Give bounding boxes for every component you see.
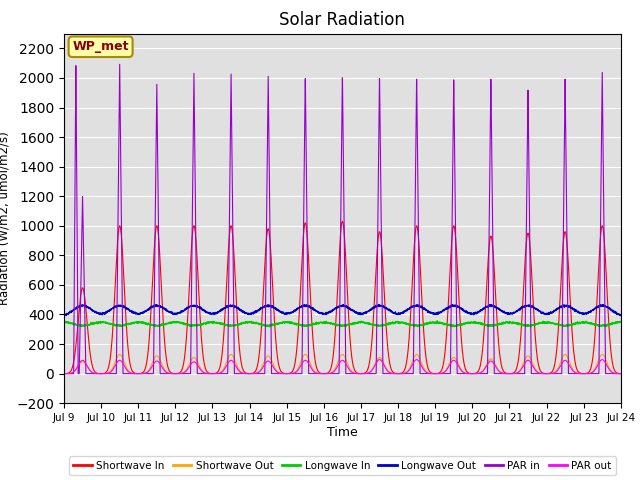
Longwave Out xyxy=(322,311,330,317)
Shortwave In xyxy=(339,218,346,224)
Shortwave In xyxy=(436,369,444,375)
Line: Longwave Out: Longwave Out xyxy=(64,304,621,316)
Line: Shortwave Out: Shortwave Out xyxy=(64,354,621,373)
Longwave Out xyxy=(486,301,494,307)
Shortwave In xyxy=(617,371,625,376)
PAR out xyxy=(322,371,330,376)
Longwave Out xyxy=(617,312,625,318)
Longwave In xyxy=(322,319,330,325)
PAR out xyxy=(617,371,625,376)
PAR in xyxy=(60,371,68,376)
Shortwave In xyxy=(160,331,168,337)
PAR in xyxy=(116,61,124,67)
Shortwave In xyxy=(322,371,330,376)
Y-axis label: Radiation (W/m2, umol/m2/s): Radiation (W/m2, umol/m2/s) xyxy=(0,132,11,305)
Shortwave Out xyxy=(160,366,168,372)
Shortwave In xyxy=(60,371,68,376)
PAR out xyxy=(598,357,606,362)
Longwave In xyxy=(616,319,624,324)
PAR in xyxy=(617,371,625,376)
Legend: Shortwave In, Shortwave Out, Longwave In, Longwave Out, PAR in, PAR out: Shortwave In, Shortwave Out, Longwave In… xyxy=(69,456,616,475)
Longwave In xyxy=(617,319,625,325)
Text: WP_met: WP_met xyxy=(72,40,129,53)
Shortwave Out xyxy=(616,371,624,376)
PAR in xyxy=(322,371,330,376)
Longwave In xyxy=(160,322,168,328)
Shortwave Out xyxy=(467,371,475,376)
PAR in xyxy=(499,371,507,376)
PAR in xyxy=(161,371,168,376)
PAR in xyxy=(436,371,444,376)
Title: Solar Radiation: Solar Radiation xyxy=(280,11,405,29)
Shortwave Out xyxy=(322,371,330,376)
PAR out xyxy=(436,371,444,376)
Longwave In xyxy=(468,320,476,325)
Longwave In xyxy=(265,324,273,330)
Longwave In xyxy=(60,319,68,324)
PAR in xyxy=(467,371,475,376)
Longwave Out xyxy=(467,310,475,316)
Longwave Out xyxy=(60,312,68,318)
Longwave In xyxy=(433,318,441,324)
Longwave Out xyxy=(436,310,444,316)
Line: Longwave In: Longwave In xyxy=(64,321,621,327)
Shortwave Out xyxy=(436,371,444,376)
Longwave In xyxy=(499,322,507,327)
Longwave Out xyxy=(499,308,507,314)
Line: PAR in: PAR in xyxy=(64,64,621,373)
Shortwave In xyxy=(616,371,624,376)
PAR out xyxy=(616,371,624,376)
PAR out xyxy=(160,367,168,373)
Longwave In xyxy=(436,320,444,325)
PAR out xyxy=(467,371,475,376)
X-axis label: Time: Time xyxy=(327,426,358,439)
Shortwave Out xyxy=(617,371,625,376)
Shortwave In xyxy=(499,367,507,373)
PAR out xyxy=(499,371,506,376)
PAR in xyxy=(616,371,624,376)
Longwave Out xyxy=(616,312,624,318)
Shortwave Out xyxy=(60,371,68,376)
Longwave Out xyxy=(160,305,168,311)
Shortwave In xyxy=(467,371,475,376)
Shortwave Out xyxy=(499,370,506,376)
Longwave Out xyxy=(617,313,625,319)
PAR out xyxy=(60,371,68,376)
Shortwave Out xyxy=(598,351,606,357)
Line: Shortwave In: Shortwave In xyxy=(64,221,621,373)
Line: PAR out: PAR out xyxy=(64,360,621,373)
